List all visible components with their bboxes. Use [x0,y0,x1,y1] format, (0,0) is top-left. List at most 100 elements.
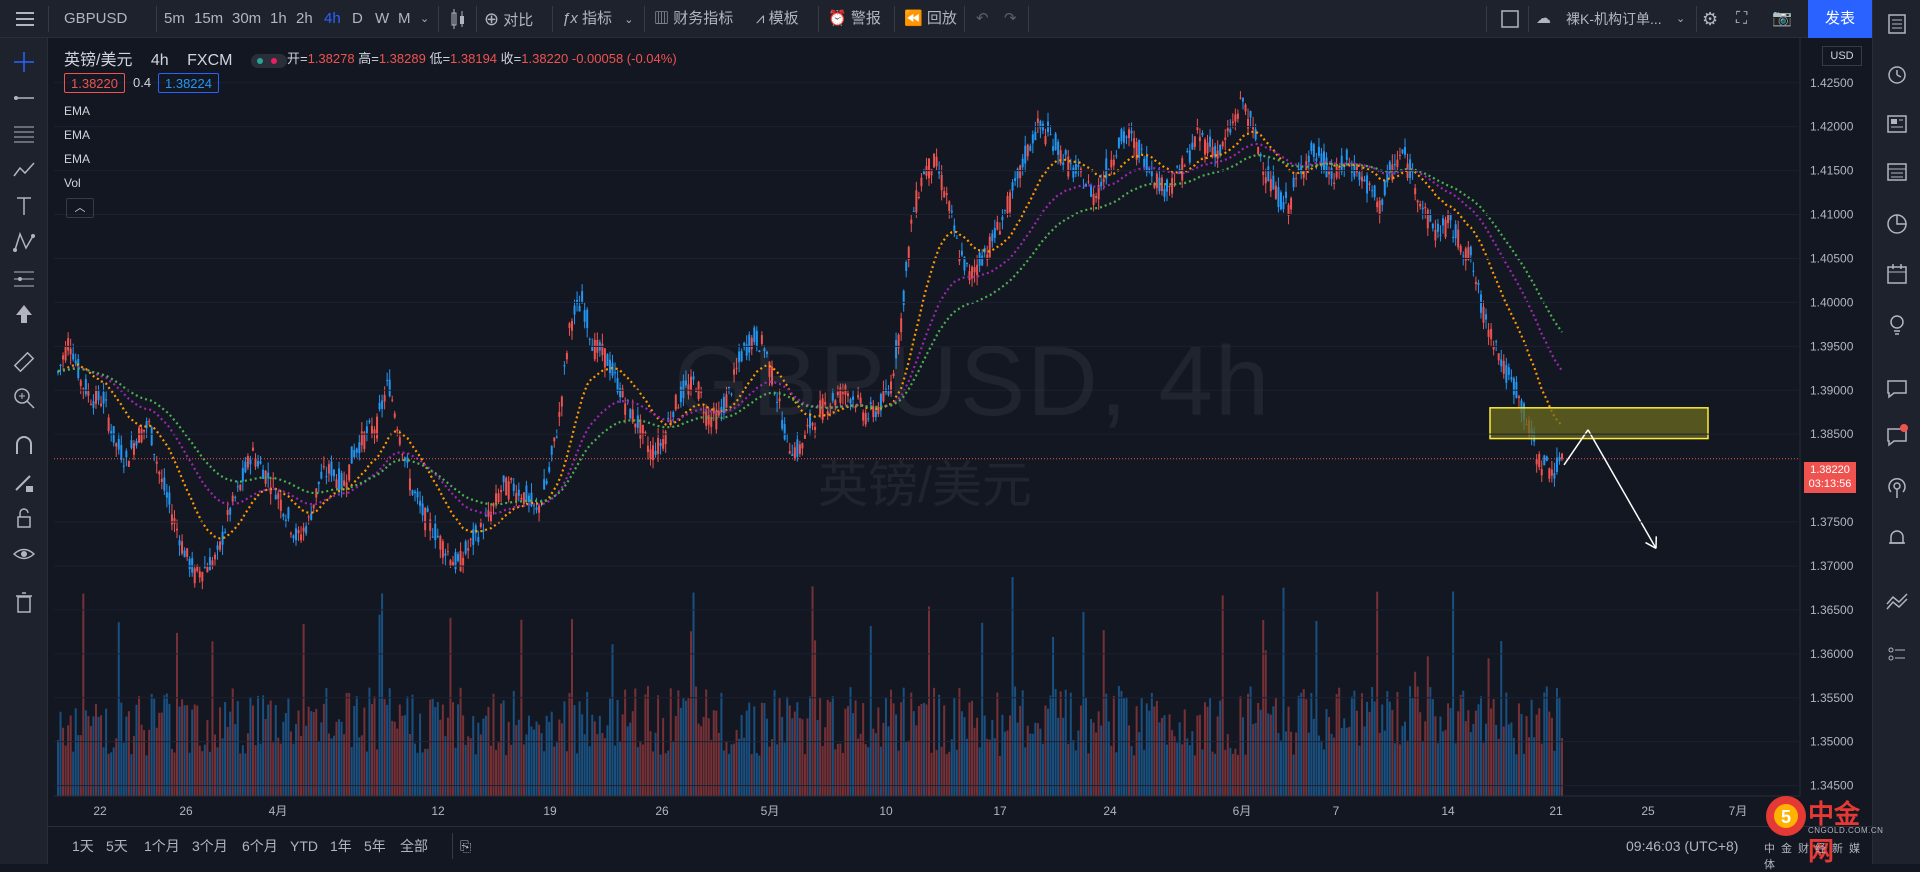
chat-icon[interactable] [1885,376,1909,400]
range-8[interactable]: 全部 [400,827,428,865]
candle-body [920,178,922,187]
volume-bar [1214,754,1216,796]
gear-icon[interactable]: ⚙ [1702,0,1718,38]
clock-time[interactable]: 09:46:03 (UTC+8) [1626,827,1738,865]
fullscreen-icon[interactable]: ⛶ [1736,0,1747,38]
volume-bar [151,694,153,796]
candle-body [1386,171,1388,183]
x-tick-label: 19 [543,804,557,818]
goto-date-icon[interactable]: ⎘ [460,827,471,865]
data-window-icon[interactable] [1885,160,1909,184]
range-2[interactable]: 1个月 [144,827,180,865]
trading-panel-icon[interactable] [1885,588,1909,612]
prediction-icon[interactable] [12,266,36,290]
timeframe-W[interactable]: W [375,0,389,38]
volume-bar [1052,637,1054,796]
lock-icon[interactable] [12,506,36,530]
volume-bar [1123,698,1125,796]
range-6[interactable]: 1年 [330,827,352,865]
camera-icon[interactable]: 📷 [1772,0,1792,38]
range-4[interactable]: 6个月 [242,827,278,865]
layout-name[interactable]: 裸K-机构订单... [1566,0,1662,38]
timeframe-4h[interactable]: 4h [324,0,341,38]
market-status-toggle[interactable] [251,54,287,68]
candle-body [201,572,203,581]
volume-bar [135,705,137,796]
timeframe-2h[interactable]: 2h [296,0,313,38]
hotlist-icon[interactable] [1885,212,1909,236]
redo-icon[interactable]: ↷ [1004,0,1017,38]
range-5[interactable]: YTD [290,827,318,865]
volume-bar [852,713,854,796]
zoom-in-icon[interactable] [12,386,36,410]
text-icon[interactable] [12,194,36,218]
timeframe-15m[interactable]: 15m [194,0,223,38]
indicators-button[interactable]: ƒx 指标 ⌄ [562,0,633,38]
trash-icon[interactable] [12,590,36,614]
range-0[interactable]: 1天 [72,827,94,865]
notifications-icon[interactable] [1885,526,1909,550]
crosshair-icon[interactable] [12,50,36,74]
volume-bar [677,690,679,796]
chevron-down-icon[interactable]: ⌄ [1676,0,1685,38]
symbol-name[interactable]: 英镑/美元 [64,52,132,69]
range-7[interactable]: 5年 [364,827,386,865]
undo-icon[interactable]: ↶ [976,0,989,38]
timeframe-5m[interactable]: 5m [164,0,185,38]
templates-button[interactable]: ⩘ 模板 [756,0,799,38]
streams-icon[interactable] [1885,476,1909,500]
volume-bar [589,746,591,796]
calendar-icon[interactable] [1885,262,1909,286]
volume-bar [693,593,695,796]
range-1[interactable]: 5天 [106,827,128,865]
currency-label[interactable]: USD [1822,46,1862,66]
range-3[interactable]: 3个月 [192,827,228,865]
zigzag-icon[interactable] [12,158,36,182]
news-icon[interactable] [1885,112,1909,136]
alarm-clock-icon[interactable] [1885,62,1909,86]
collapse-legend-button[interactable]: ︿ [66,198,94,218]
indicator-vol[interactable]: Vol [64,176,81,190]
candle-body [1346,150,1348,160]
arrow-up-icon[interactable] [12,302,36,326]
alert-button[interactable]: ⏰ 警报 [828,0,881,38]
trend-line-icon[interactable] [12,86,36,110]
financials-button[interactable]: ▥ 财务指标 [654,0,733,38]
candle-body [295,528,297,540]
square-icon[interactable] [1500,0,1520,38]
replay-button[interactable]: ⏪ 回放 [904,0,957,38]
candle-body [439,536,441,549]
ruler-icon[interactable] [12,350,36,374]
more-tools-icon[interactable] [1885,642,1909,666]
bid-price[interactable]: 1.38220 [64,73,125,93]
chevron-down-icon[interactable]: ⌄ [420,0,429,38]
watchlist-icon[interactable] [1885,12,1909,36]
symbol-search[interactable]: GBPUSD [64,0,127,38]
indicator-ema-1[interactable]: EMA [64,104,90,118]
timeframe-D[interactable]: D [352,0,363,38]
timeframe-1h[interactable]: 1h [270,0,287,38]
candle-body [503,476,505,483]
candle-body [98,390,100,400]
compare-button[interactable]: ⊕ 对比 [484,0,533,38]
candle-body [1194,136,1196,147]
arrow-head [1646,543,1656,549]
cloud-icon[interactable]: ☁ [1536,0,1551,38]
timeframe-M[interactable]: M [398,0,411,38]
horizontal-lines-icon[interactable] [12,122,36,146]
magnet-icon[interactable] [12,434,36,458]
indicator-ema-3[interactable]: EMA [64,152,90,166]
ask-price[interactable]: 1.38224 [158,73,219,93]
candle-body [1047,122,1049,133]
publish-button[interactable]: 发表 [1808,0,1872,38]
timeframe-30m[interactable]: 30m [232,0,261,38]
messages-icon[interactable] [1885,424,1909,448]
idea-bulb-icon[interactable] [1885,312,1909,336]
indicator-ema-2[interactable]: EMA [64,128,90,142]
eye-icon[interactable] [12,542,36,566]
menu-icon[interactable] [14,0,36,38]
candle-type-icon[interactable] [448,0,468,38]
pattern-icon[interactable] [12,230,36,254]
volume-bar [460,688,462,796]
pencil-lock-icon[interactable] [12,470,36,494]
